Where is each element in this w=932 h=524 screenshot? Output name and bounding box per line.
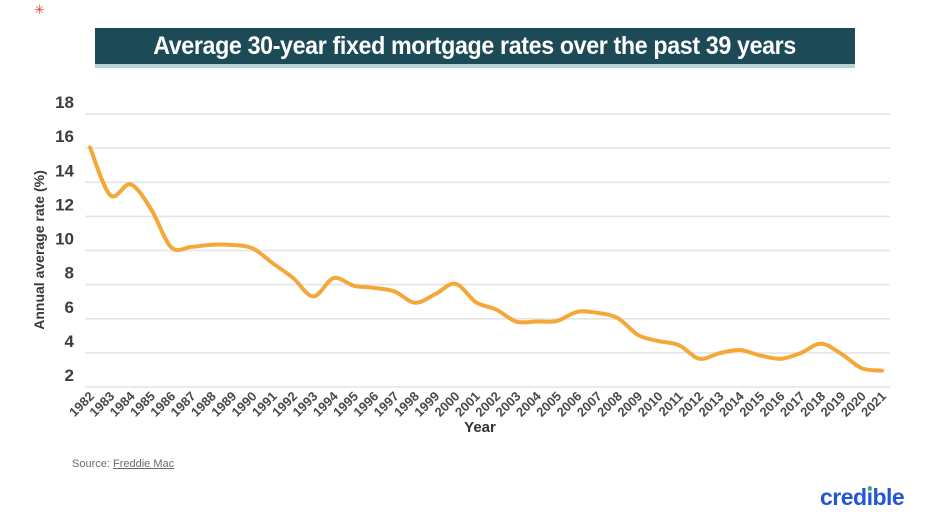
y-tick-label: 12 xyxy=(55,195,74,214)
rate-series-line xyxy=(88,145,884,373)
source-prefix-label: Source: xyxy=(72,458,113,470)
source-note: Source: Freddie Mac xyxy=(72,458,174,470)
credible-logo[interactable]: credı ble xyxy=(820,484,905,510)
y-tick-label: 10 xyxy=(55,230,74,249)
y-tick-label: 4 xyxy=(65,332,75,351)
logo-letter-i: ı xyxy=(866,484,873,510)
title-banner: Average 30-year fixed mortgage rates ove… xyxy=(95,28,855,68)
corner-asterisk-icon: ✳ xyxy=(34,2,45,17)
y-tick-label: 2 xyxy=(65,366,74,385)
logo-i-dot-icon xyxy=(867,486,872,491)
chart-title: Average 30-year fixed mortgage rates ove… xyxy=(153,31,797,60)
y-tick-label: 8 xyxy=(65,264,74,283)
x-axis-title: Year xyxy=(464,419,496,436)
y-tick-label: 16 xyxy=(55,127,74,146)
y-axis-title: Annual average rate (%) xyxy=(31,170,47,330)
y-tick-label: 6 xyxy=(65,298,74,317)
source-link[interactable]: Freddie Mac xyxy=(112,458,175,470)
y-tick-label: 14 xyxy=(55,161,74,180)
y-tick-label: 18 xyxy=(55,93,74,112)
